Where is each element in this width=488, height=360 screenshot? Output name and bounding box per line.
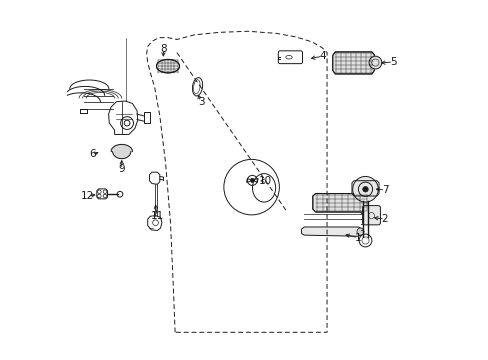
Text: 4: 4 (319, 51, 325, 61)
Circle shape (356, 228, 363, 235)
Polygon shape (301, 227, 362, 236)
Text: 10: 10 (258, 176, 271, 186)
Text: 6: 6 (89, 149, 95, 159)
Text: 9: 9 (118, 164, 125, 174)
Text: 1: 1 (354, 233, 361, 243)
Ellipse shape (156, 59, 179, 73)
Text: 3: 3 (197, 97, 204, 107)
Circle shape (250, 178, 254, 183)
Text: 12: 12 (81, 191, 94, 201)
Circle shape (352, 176, 378, 202)
Circle shape (362, 186, 367, 192)
Circle shape (368, 56, 381, 69)
Text: 8: 8 (160, 44, 166, 54)
Polygon shape (312, 194, 367, 212)
Polygon shape (332, 52, 374, 74)
Text: 7: 7 (381, 185, 388, 195)
Text: 5: 5 (389, 57, 396, 67)
FancyBboxPatch shape (362, 206, 380, 225)
Polygon shape (111, 144, 132, 159)
Text: 2: 2 (381, 214, 387, 224)
Text: 11: 11 (150, 211, 163, 221)
